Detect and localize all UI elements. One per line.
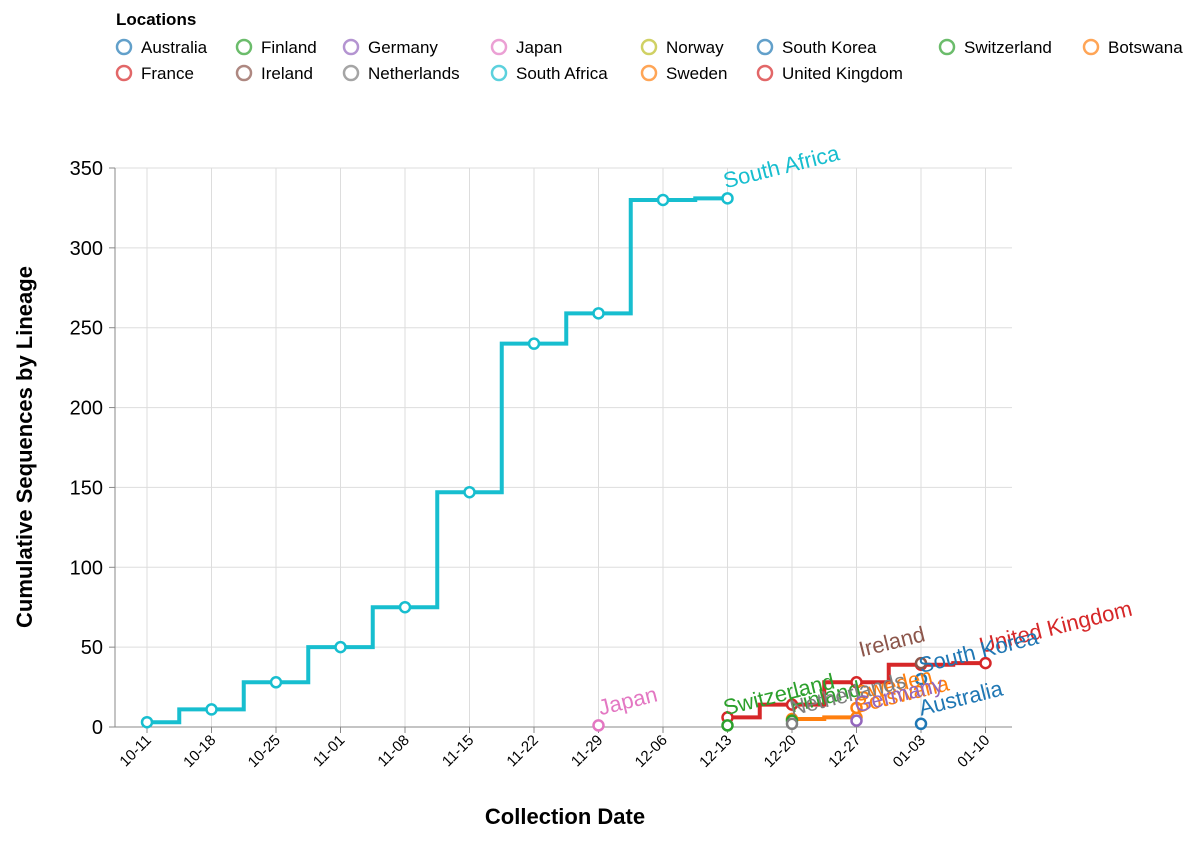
legend-label-norway: Norway (666, 38, 724, 57)
x-tick-label: 11-01 (310, 732, 348, 770)
x-axis-title: Collection Date (485, 804, 645, 829)
series-switzerland (721, 719, 734, 732)
x-tick-label: 10-18 (180, 732, 219, 771)
data-point-switzerland (721, 719, 734, 732)
legend-symbol-sweden (640, 64, 658, 82)
legend-symbol-botswana (1082, 38, 1100, 56)
legend-symbol-japan (490, 38, 508, 56)
data-point-netherlands (785, 717, 799, 731)
y-tick-label: 300 (70, 238, 103, 260)
y-tick-label: 350 (70, 158, 103, 180)
x-tick-label: 12-20 (761, 732, 800, 771)
legend-label-sweden: Sweden (666, 64, 727, 83)
data-point-south-africa (656, 193, 670, 207)
legend-symbol-france (115, 64, 133, 82)
legend-symbol-netherlands (342, 64, 360, 82)
x-tick-label: 12-27 (825, 732, 864, 771)
series-ireland (914, 656, 928, 670)
series-label-south-korea: South Korea (916, 624, 1041, 678)
legend-symbol-south-africa (490, 64, 508, 82)
legend-symbol-australia (115, 38, 133, 56)
data-point-south-korea (914, 672, 928, 686)
data-point-south-africa (463, 485, 476, 499)
legend-title: Locations (116, 10, 196, 29)
legend-label-france: France (141, 64, 194, 83)
series-netherlands (785, 717, 799, 731)
legend-symbol-finland (235, 38, 253, 56)
x-tick-label: 10-11 (116, 732, 154, 770)
x-tick-label: 12-13 (696, 732, 735, 771)
series-germany (850, 714, 863, 727)
data-point-south-africa (527, 337, 541, 350)
y-tick-label: 150 (70, 477, 103, 499)
legend-label-switzerland: Switzerland (964, 38, 1052, 57)
legend: Locations Australia Finland Germany Japan No… (115, 10, 1183, 83)
data-point-ireland (914, 656, 928, 670)
data-point-australia (914, 717, 928, 731)
data-point-south-africa (334, 640, 347, 654)
axes: Collection Date Cumulative Sequences by … (12, 158, 1012, 829)
data-point-south-africa (269, 676, 283, 689)
data-point-south-africa (140, 715, 154, 729)
legend-label-japan: Japan (516, 38, 562, 57)
x-tick-label: 11-29 (568, 732, 606, 770)
x-tick-label: 11-15 (439, 732, 477, 770)
series-line-botswana (792, 715, 857, 722)
legend-symbol-ireland (235, 64, 253, 82)
data-point-united-kingdom (785, 698, 799, 711)
series-south-korea (914, 672, 928, 686)
legend-symbol-germany (342, 38, 360, 56)
legend-label-united-kingdom: United Kingdom (782, 64, 903, 83)
data-point-south-africa (721, 192, 734, 205)
legend-label-ireland: Ireland (261, 64, 313, 83)
series (140, 192, 992, 732)
series-label-japan: Japan (596, 681, 660, 720)
data-point-south-africa (398, 600, 412, 614)
x-tick-label: 12-06 (632, 732, 671, 771)
gridlines (115, 167, 1012, 728)
legend-symbol-south-korea (756, 38, 774, 56)
legend-symbol-united-kingdom (756, 64, 774, 82)
series-japan (592, 719, 605, 732)
data-point-japan (592, 719, 605, 732)
y-tick-label: 50 (81, 637, 103, 659)
legend-label-south-korea: South Korea (782, 38, 877, 57)
y-axis-title: Cumulative Sequences by Lineage (12, 266, 37, 628)
data-point-south-africa (205, 703, 218, 716)
data-point-sweden (850, 701, 863, 715)
legend-label-south-africa: South Africa (516, 64, 608, 83)
x-tick-label: 11-22 (503, 732, 541, 770)
series-south-africa (140, 192, 734, 729)
y-tick-label: 100 (70, 557, 103, 579)
legend-label-netherlands: Netherlands (368, 64, 460, 83)
series-line-south-africa (147, 196, 728, 725)
series-label-south-africa: South Africa (721, 140, 843, 193)
legend-label-botswana: Botswana (1108, 38, 1183, 57)
legend-label-australia: Australia (141, 38, 208, 57)
series-australia (914, 717, 928, 731)
x-tick-label: 11-08 (374, 732, 412, 770)
legend-symbol-switzerland (938, 38, 956, 56)
data-point-united-kingdom (979, 656, 992, 670)
x-tick-label: 01-03 (890, 732, 929, 771)
y-tick-label: 0 (92, 717, 103, 739)
legend-label-germany: Germany (368, 38, 438, 57)
y-tick-label: 250 (70, 318, 103, 340)
legend-label-finland: Finland (261, 38, 317, 57)
data-point-united-kingdom (850, 676, 863, 689)
series-sweden (850, 701, 863, 715)
x-tick-label: 01-10 (954, 732, 993, 771)
legend-symbol-norway (640, 38, 658, 56)
y-tick-label: 200 (70, 398, 103, 420)
data-point-south-africa (592, 307, 605, 320)
data-point-germany (850, 714, 863, 727)
x-tick-label: 10-25 (245, 732, 284, 771)
